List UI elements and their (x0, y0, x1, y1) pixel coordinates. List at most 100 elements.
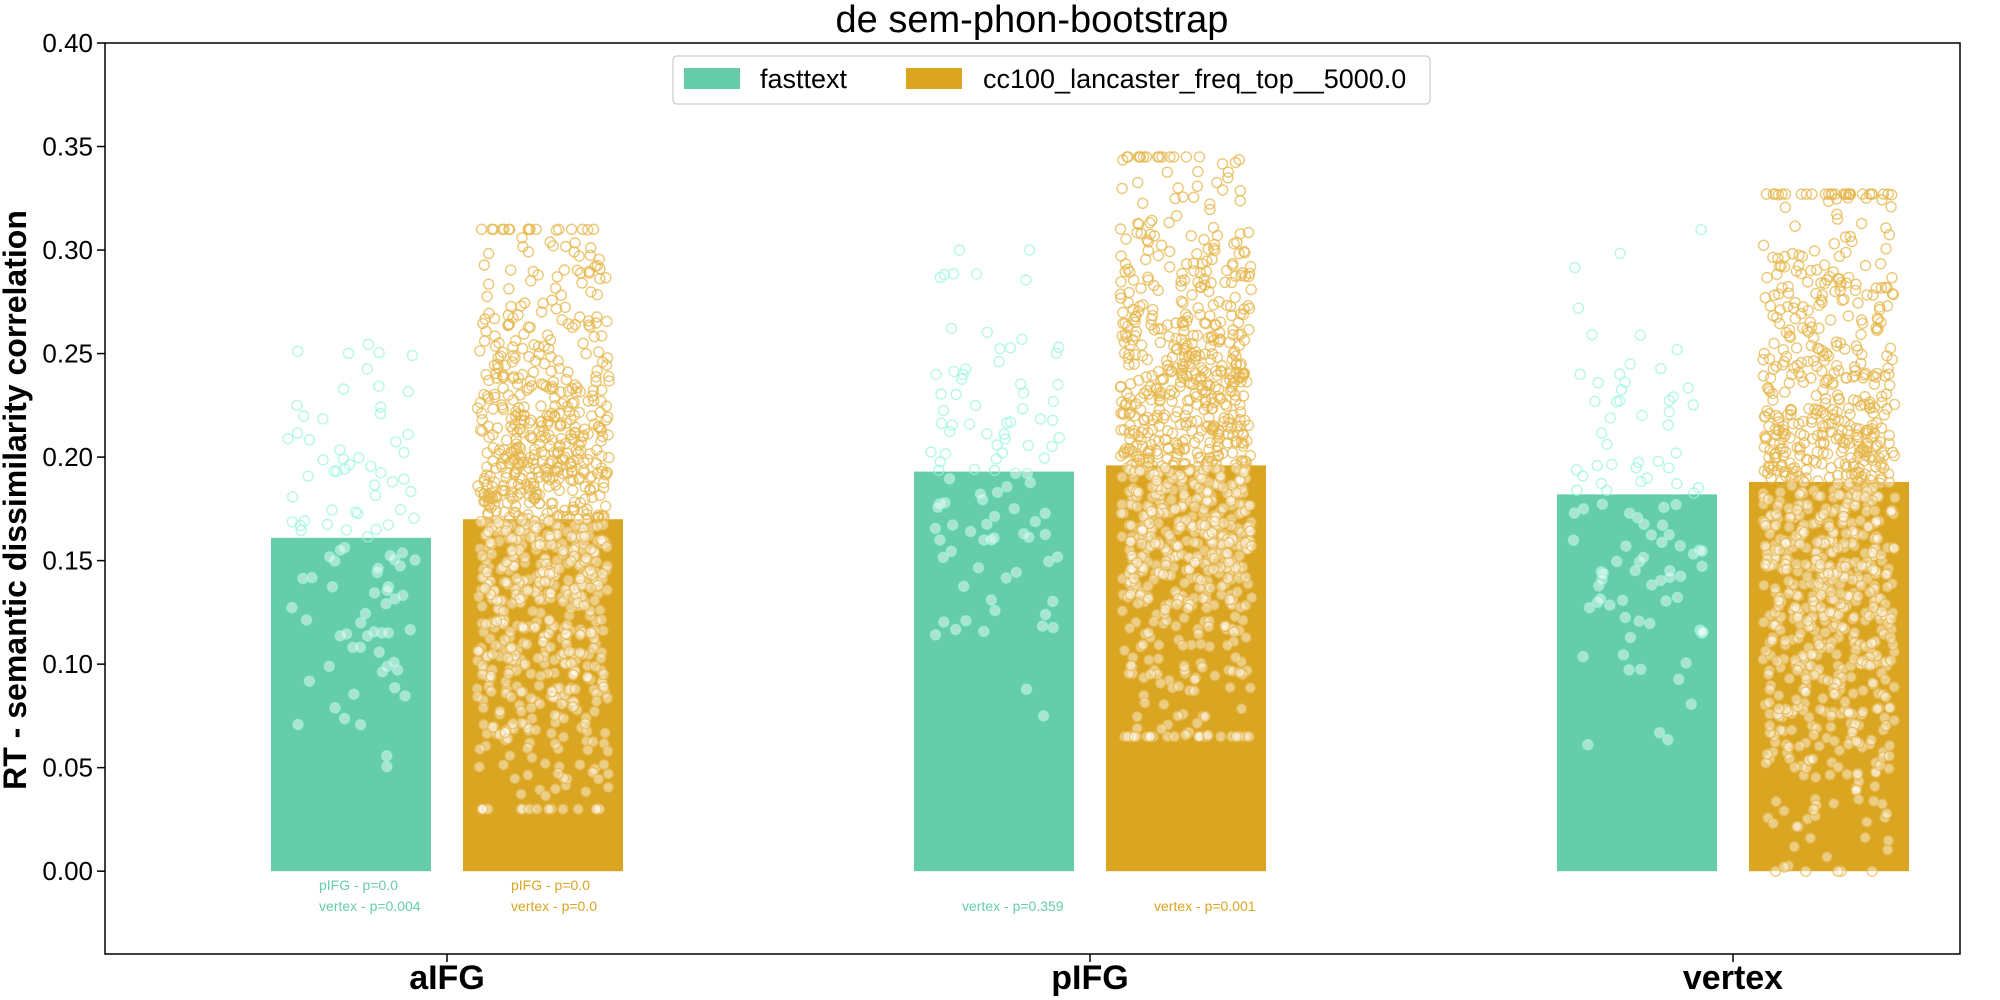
bootstrap-point (535, 306, 548, 318)
bootstrap-point (588, 632, 600, 644)
bootstrap-point (1116, 471, 1128, 483)
bootstrap-point (1142, 626, 1155, 639)
bootstrap-point (476, 660, 489, 672)
bootstrap-point (934, 456, 946, 468)
bootstrap-point (1833, 744, 1846, 757)
bootstrap-point (1759, 520, 1772, 532)
bootstrap-point (1216, 158, 1229, 170)
bootstrap-point (1149, 537, 1161, 549)
bootstrap-point (1653, 727, 1666, 739)
bootstrap-point (1000, 572, 1012, 584)
bootstrap-point (1763, 696, 1775, 709)
bootstrap-point (1017, 387, 1030, 399)
bootstrap-point (476, 600, 488, 612)
bootstrap-point (1885, 505, 1897, 518)
bootstrap-point (480, 618, 492, 630)
bootstrap-point (339, 463, 351, 475)
bootstrap-point (1192, 302, 1204, 314)
bootstrap-point (1867, 563, 1879, 576)
bootstrap-point (543, 803, 555, 815)
bootstrap-point (535, 430, 547, 443)
bootstrap-point (516, 342, 529, 355)
bootstrap-point (518, 328, 530, 340)
bootstrap-point (1166, 395, 1178, 407)
bootstrap-point (1159, 603, 1171, 616)
bootstrap-point (1115, 507, 1127, 519)
bootstrap-point (1577, 650, 1589, 663)
bootstrap-point (1770, 508, 1783, 520)
bootstrap-point (514, 593, 526, 605)
bootstrap-point (568, 496, 581, 508)
bootstrap-point (998, 428, 1010, 440)
bootstrap-point (1778, 805, 1790, 817)
bootstrap-point (1805, 648, 1818, 661)
bootstrap-point (483, 307, 495, 319)
bootstrap-point (298, 515, 311, 527)
bootstrap-point (549, 738, 561, 750)
bootstrap-point (567, 701, 579, 713)
bootstrap-point (1839, 561, 1852, 573)
bootstrap-point (516, 514, 528, 527)
bootstrap-point (494, 705, 506, 717)
bootstrap-point (1843, 707, 1855, 719)
bootstrap-point (1866, 677, 1879, 689)
bootstrap-point (1567, 534, 1580, 546)
bootstrap-point (1132, 597, 1144, 610)
bootstrap-point (544, 641, 557, 653)
bootstrap-point (484, 536, 496, 549)
bootstrap-point (595, 462, 608, 474)
bootstrap-point (1234, 194, 1246, 207)
bootstrap-point (1199, 710, 1212, 723)
bootstrap-point (498, 479, 510, 492)
bootstrap-point (1169, 503, 1182, 515)
bootstrap-point (579, 481, 591, 493)
bootstrap-point (340, 524, 353, 536)
bootstrap-point (302, 470, 314, 482)
bootstrap-point (567, 474, 579, 486)
bootstrap-point (978, 534, 990, 546)
bootstrap-point (602, 781, 614, 793)
bootstrap-point (930, 368, 942, 381)
bootstrap-point (502, 652, 514, 664)
bootstrap-point (1855, 560, 1868, 572)
bootstrap-point (482, 491, 494, 503)
bootstrap-point (572, 513, 585, 525)
bootstrap-point (953, 244, 966, 256)
bootstrap-point (1801, 570, 1813, 583)
bootstrap-point (490, 615, 503, 627)
bootstrap-point (1810, 287, 1822, 300)
bootstrap-point (1022, 439, 1035, 452)
bootstrap-point (1193, 151, 1206, 163)
bootstrap-point (1762, 493, 1775, 506)
bootstrap-point (1783, 673, 1796, 685)
bootstrap-point (372, 562, 384, 575)
bootstrap-point (985, 594, 998, 606)
bootstrap-point (487, 223, 500, 236)
bootstrap-point (1888, 542, 1900, 555)
bootstrap-point (471, 691, 484, 703)
bootstrap-point (324, 551, 336, 563)
bootstrap-point (492, 517, 505, 529)
bootstrap-point (390, 436, 402, 448)
bootstrap-point (1841, 768, 1853, 780)
bootstrap-point (586, 410, 598, 422)
bootstrap-point (1888, 398, 1901, 411)
bootstrap-point (553, 362, 566, 375)
bootstrap-point (362, 531, 374, 543)
bootstrap-point (1863, 586, 1876, 598)
bootstrap-point (1861, 289, 1873, 301)
bootstrap-point (1569, 261, 1581, 274)
bootstrap-point (1198, 233, 1210, 246)
bootstrap-point (1152, 249, 1165, 262)
bootstrap-point (600, 500, 612, 512)
bootstrap-point (1623, 664, 1635, 676)
bootstrap-point (1791, 820, 1803, 833)
bootstrap-point (1808, 729, 1820, 741)
bootstrap-point (551, 271, 563, 283)
bootstrap-point (1576, 470, 1589, 482)
bootstrap-point (1654, 574, 1667, 587)
bootstrap-point (1236, 455, 1249, 468)
bootstrap-point (1047, 395, 1060, 408)
bootstrap-point (1634, 329, 1646, 341)
bootstrap-point (597, 624, 609, 637)
